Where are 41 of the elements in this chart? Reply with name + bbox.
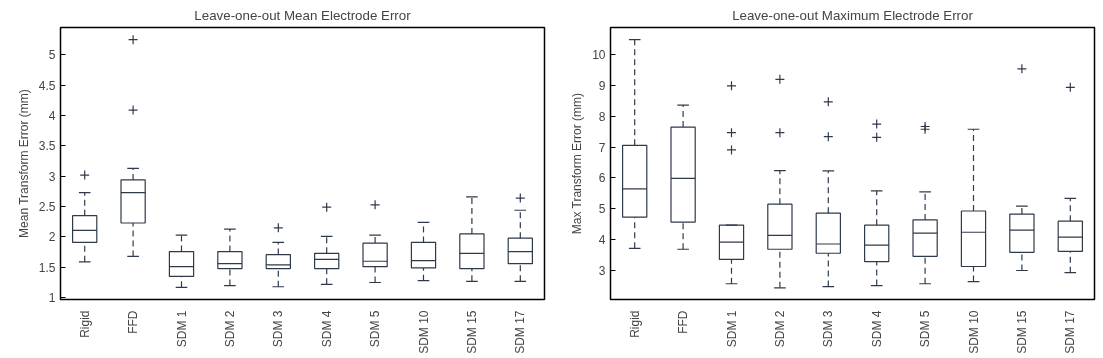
x-tick-label: SDM 10	[416, 310, 431, 354]
y-tick-label: 4.5	[38, 78, 56, 93]
x-tick-label: FFD	[676, 310, 691, 334]
y-tick-label: 4	[48, 109, 56, 124]
y-tick-label: 3	[598, 264, 606, 279]
x-tick-label: SDM 2	[772, 310, 787, 348]
y-tick-label: 5	[48, 48, 56, 63]
x-tick-label: SDM 17	[513, 310, 528, 354]
y-axis-title: Mean Transform Error (mm)	[16, 89, 31, 238]
x-tick-label: SDM 3	[271, 310, 286, 348]
x-tick-label: SDM 5	[918, 310, 933, 348]
x-tick-label: FFD	[126, 310, 141, 334]
x-tick-label: SDM 15	[464, 310, 479, 354]
x-tick-label: SDM 5	[368, 310, 383, 348]
y-tick-label: 10	[592, 48, 606, 63]
y-tick-label: 3	[48, 169, 56, 184]
y-axis-title: Max Transform Error (mm)	[570, 92, 585, 235]
x-tick-label: SDM 4	[319, 310, 334, 348]
x-tick-label: SDM 10	[966, 310, 981, 354]
y-tick-label: 2	[48, 230, 56, 245]
y-tick-label: 3.5	[38, 139, 56, 154]
x-tick-label: SDM 17	[1063, 310, 1078, 354]
x-tick-label: SDM 15	[1014, 310, 1029, 354]
x-tick-label: Rigid	[627, 310, 642, 338]
y-tick-label: 4	[598, 233, 606, 248]
y-tick-label: 1	[48, 291, 56, 306]
x-tick-label: SDM 4	[869, 310, 884, 348]
y-tick-label: 1.5	[38, 260, 56, 275]
y-tick-label: 6	[598, 171, 606, 186]
y-tick-label: 2.5	[38, 200, 56, 215]
chart-title: Leave-one-out Maximum Electrode Error	[732, 7, 974, 23]
y-tick-label: 7	[598, 140, 606, 155]
x-tick-label: SDM 1	[174, 310, 189, 348]
x-tick-label: Rigid	[77, 310, 92, 338]
x-tick-label: SDM 2	[222, 310, 237, 348]
x-tick-label: SDM 1	[724, 310, 739, 348]
y-tick-label: 8	[598, 109, 606, 124]
chart-title: Leave-one-out Mean Electrode Error	[194, 7, 412, 23]
y-tick-label: 5	[598, 202, 606, 217]
y-tick-label: 9	[598, 78, 606, 93]
x-tick-label: SDM 3	[821, 310, 836, 348]
